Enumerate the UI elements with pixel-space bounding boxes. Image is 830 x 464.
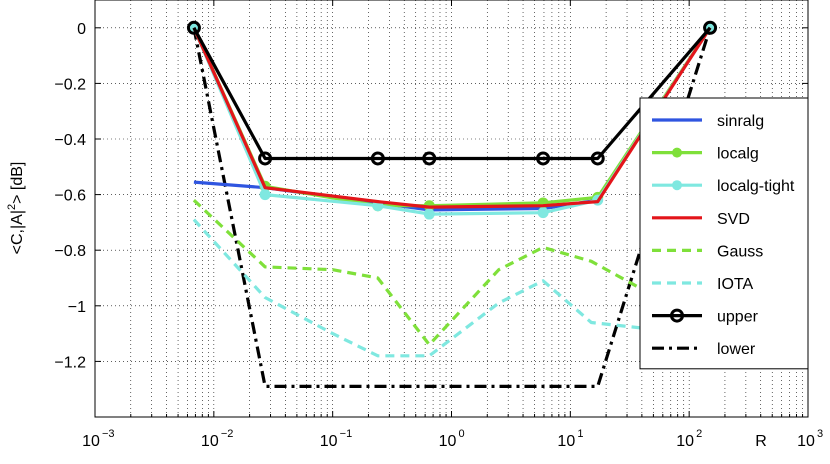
y-tick-label: −0.4 — [54, 132, 86, 149]
legend-marker — [672, 180, 682, 191]
x-tick-exponent: 1 — [577, 428, 583, 440]
legend: sinralg localg localg-tight SVD Gauss IOTA upp… — [639, 97, 809, 370]
data-point — [370, 151, 385, 166]
x-tick-exponent: 2 — [696, 428, 702, 440]
series-line-Gauss — [192, 199, 643, 347]
x-tick-label: 10 — [201, 433, 219, 450]
legend-item-lower: lower — [652, 341, 756, 358]
x-tick-label: 10 — [439, 433, 457, 450]
x-tick-exponent: −2 — [221, 428, 234, 440]
legend-label: SVD — [717, 211, 750, 228]
legend-label: sinralg — [717, 113, 764, 130]
legend-marker — [670, 308, 684, 323]
legend-label: IOTA — [717, 276, 753, 293]
data-point — [590, 151, 605, 166]
legend-marker — [672, 147, 682, 158]
x-tick-exponent: −3 — [102, 428, 115, 440]
legend-item-IOTA: IOTA — [652, 276, 753, 293]
y-tick-label: −0.6 — [54, 188, 86, 205]
x-tick-label: 10 — [676, 433, 694, 450]
legend-item-SVD: SVD — [652, 211, 750, 228]
y-tick-label: −0.2 — [54, 76, 86, 93]
legend-label: localg — [717, 146, 759, 163]
series-line-SVD — [192, 26, 712, 209]
series-line-upper — [192, 26, 712, 161]
y-tick-label: −0.8 — [54, 243, 86, 260]
legend-label: localg-tight — [717, 178, 795, 195]
data-point — [423, 208, 435, 220]
series-IOTA — [192, 218, 643, 358]
y-axis-label: <C,|A|2> [dB] — [6, 162, 26, 255]
series-layer — [186, 20, 718, 388]
legend-item-sinralg: sinralg — [652, 113, 764, 130]
series-line-IOTA — [192, 218, 643, 358]
legend-item-upper: upper — [652, 308, 759, 326]
series-Gauss — [192, 199, 643, 347]
series-SVD — [192, 26, 712, 209]
x-tick-label: 10 — [82, 433, 100, 450]
legend-item-localg-tight: localg-tight — [652, 178, 795, 195]
x-tick-exponent: 3 — [817, 428, 823, 440]
legend-item-localg: localg — [652, 146, 759, 163]
series-upper — [186, 20, 718, 166]
x-tick-label: 10 — [797, 433, 815, 450]
ticks-layer: 10 −3 10 −2 10 −1 10 0 10 1 10 2 10 30−0.2−0.4−0.6−0.… — [54, 0, 823, 450]
y-tick-label: 0 — [77, 21, 86, 38]
x-tick-exponent: −1 — [340, 428, 353, 440]
legend-label: lower — [717, 341, 756, 358]
legend-label: upper — [717, 309, 759, 326]
data-point — [537, 207, 549, 219]
data-point — [186, 20, 201, 35]
data-point — [703, 20, 718, 35]
x-tick-exponent: 0 — [459, 428, 465, 440]
x-axis-label: R — [755, 433, 767, 450]
legend-item-Gauss: Gauss — [652, 243, 763, 260]
y-tick-label: −1.2 — [54, 354, 86, 371]
data-point — [258, 151, 273, 166]
y-tick-label: −1 — [68, 299, 86, 316]
x-tick-label: 10 — [557, 433, 575, 450]
data-point — [422, 151, 437, 166]
series-localg — [188, 22, 716, 212]
data-point — [259, 189, 271, 201]
legend-label: Gauss — [717, 243, 763, 260]
data-point — [536, 151, 551, 166]
legend-box — [639, 97, 809, 370]
x-tick-label: 10 — [320, 433, 338, 450]
